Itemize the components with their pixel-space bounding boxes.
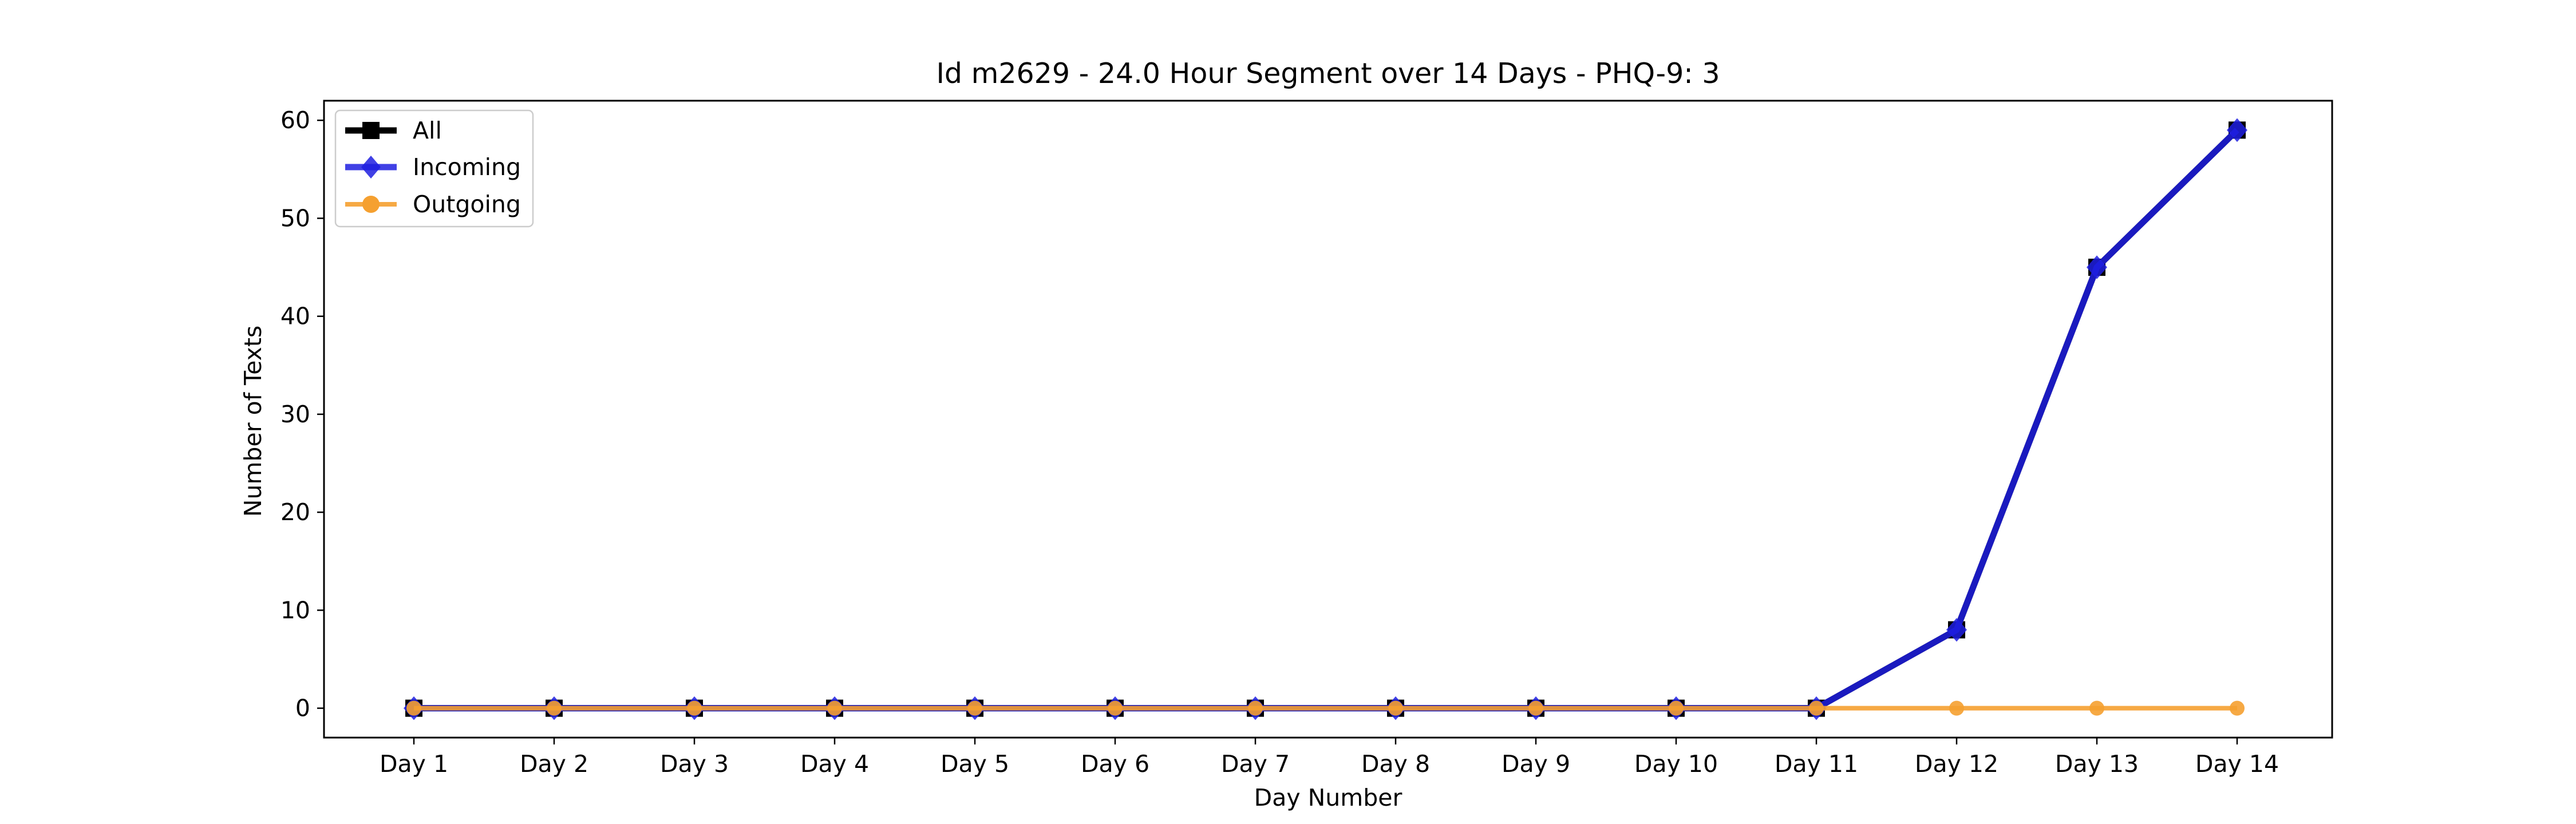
y-tick-label: 60 bbox=[280, 106, 310, 134]
data-point-outgoing bbox=[406, 700, 421, 716]
x-tick-label: Day 4 bbox=[800, 750, 869, 778]
x-tick-label: Day 6 bbox=[1081, 750, 1149, 778]
data-point-outgoing bbox=[1388, 700, 1403, 716]
y-axis-label: Number of Texts bbox=[239, 326, 267, 517]
y-tick-label: 50 bbox=[280, 204, 310, 232]
y-tick-label: 20 bbox=[280, 498, 310, 526]
data-point-outgoing bbox=[687, 700, 702, 716]
x-tick-label: Day 14 bbox=[2195, 750, 2279, 778]
x-tick-label: Day 12 bbox=[1915, 750, 1998, 778]
series-incoming bbox=[404, 118, 2247, 720]
legend-diamond-marker-icon bbox=[361, 156, 381, 179]
plot-area bbox=[404, 118, 2247, 720]
legend-circle-marker-icon bbox=[362, 196, 380, 213]
data-point-outgoing bbox=[967, 700, 982, 716]
legend-item-incoming: Incoming bbox=[345, 153, 521, 181]
data-point-outgoing bbox=[1809, 700, 1824, 716]
x-tick-label: Day 11 bbox=[1775, 750, 1858, 778]
x-tick-label: Day 5 bbox=[941, 750, 1009, 778]
x-tick-label: Day 1 bbox=[380, 750, 448, 778]
data-point-outgoing bbox=[1949, 700, 1964, 716]
plot-frame bbox=[323, 100, 2333, 739]
legend-item-outgoing: Outgoing bbox=[345, 191, 521, 218]
data-point-outgoing bbox=[2089, 700, 2104, 716]
y-tick-label: 30 bbox=[280, 401, 310, 428]
legend: All Incoming Outgoing bbox=[334, 109, 534, 228]
y-tick-label: 0 bbox=[295, 695, 310, 722]
x-tick-label: Day 3 bbox=[660, 750, 729, 778]
data-point-outgoing bbox=[1248, 700, 1263, 716]
axis-ticks: Day 1 Day 2 Day 3 Day 4 Day 5 Day 6 Day 7 Day 8… bbox=[280, 106, 2279, 778]
data-point-incoming bbox=[2087, 255, 2107, 279]
y-tick-label: 40 bbox=[280, 303, 310, 330]
x-tick-label: Day 10 bbox=[1634, 750, 1718, 778]
x-tick-label: Day 13 bbox=[2055, 750, 2139, 778]
x-axis-label: Day Number bbox=[1254, 784, 1402, 811]
data-point-outgoing bbox=[1108, 700, 1123, 716]
legend-square-marker-icon bbox=[362, 122, 380, 139]
legend-label: Incoming bbox=[413, 153, 521, 181]
legend-item-all: All bbox=[345, 117, 442, 144]
series-all bbox=[405, 121, 2246, 717]
data-point-outgoing bbox=[1669, 700, 1684, 716]
data-point-outgoing bbox=[547, 700, 562, 716]
data-point-incoming bbox=[2227, 118, 2247, 142]
chart-title: Id m2629 - 24.0 Hour Segment over 14 Day… bbox=[936, 57, 1720, 90]
data-point-outgoing bbox=[1528, 700, 1543, 716]
y-tick-label: 10 bbox=[280, 596, 310, 624]
x-tick-label: Day 8 bbox=[1361, 750, 1430, 778]
data-point-outgoing bbox=[2230, 700, 2245, 716]
data-point-incoming bbox=[1946, 617, 1967, 642]
x-tick-label: Day 7 bbox=[1221, 750, 1290, 778]
x-tick-label: Day 2 bbox=[520, 750, 588, 778]
legend-label: Outgoing bbox=[413, 191, 521, 218]
series-outgoing bbox=[406, 700, 2245, 716]
legend-label: All bbox=[413, 117, 442, 144]
x-tick-label: Day 9 bbox=[1502, 750, 1570, 778]
data-point-outgoing bbox=[827, 700, 842, 716]
legend-frame bbox=[334, 109, 534, 228]
